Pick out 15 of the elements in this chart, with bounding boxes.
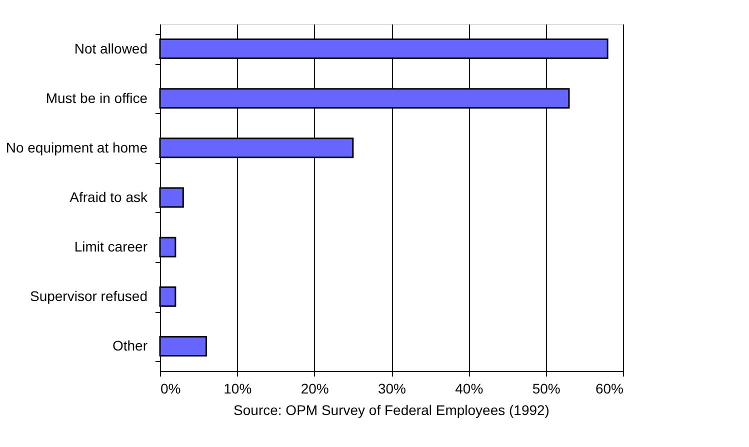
x-tick-label: 30% xyxy=(378,380,406,396)
x-tick-label: 10% xyxy=(224,380,252,396)
y-tick-label: Limit career xyxy=(74,238,148,255)
x-tick-label: 50% xyxy=(532,380,560,396)
y-tick-label: Other xyxy=(112,338,148,354)
y-tick-label: No equipment at home xyxy=(6,139,148,156)
x-tick-label: 60% xyxy=(595,380,624,396)
x-tick-label: 40% xyxy=(455,380,484,396)
source-note: Source: OPM Survey of Federal Employees (1992) xyxy=(234,402,550,418)
x-tick-label: 0% xyxy=(160,380,181,396)
y-tick-label: Not allowed xyxy=(74,40,148,56)
x-tick-label: 20% xyxy=(300,380,329,396)
y-tick-label: Must be in office xyxy=(46,90,148,106)
y-tick-label: Afraid to ask xyxy=(70,189,148,205)
y-tick-label: Supervisor refused xyxy=(30,288,148,304)
